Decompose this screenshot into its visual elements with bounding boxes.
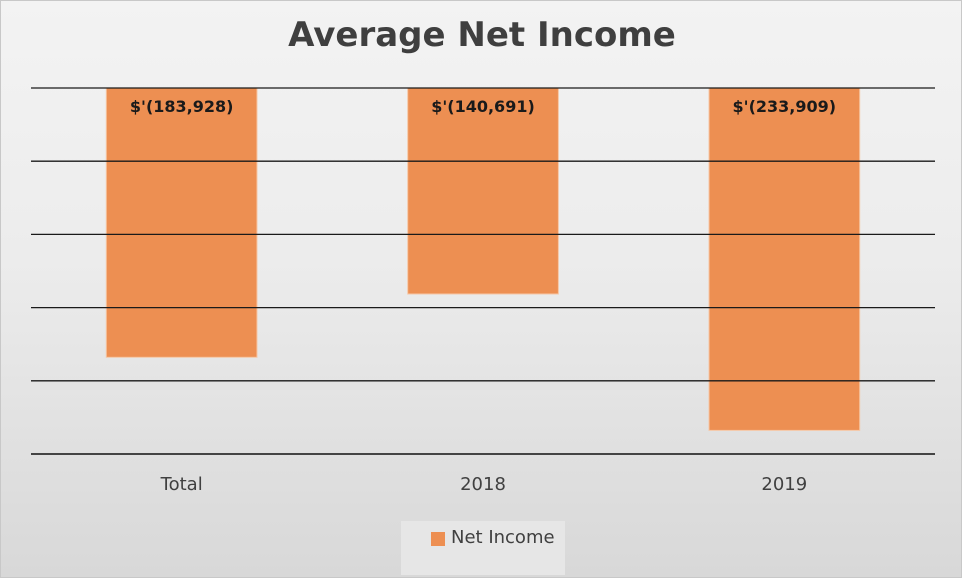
legend-label-net-income: Net Income	[451, 527, 555, 548]
x-tick-label-2018: 2018	[460, 474, 506, 495]
bar-2019	[708, 87, 861, 431]
legend: Net Income	[401, 521, 565, 575]
x-tick-label-total: Total	[160, 474, 203, 495]
bar-total	[105, 87, 258, 358]
legend-swatch-net-income	[431, 532, 445, 546]
data-label-total: $'(183,928)	[130, 97, 234, 116]
bar-2018	[407, 87, 559, 295]
data-label-2019: $'(233,909)	[733, 97, 837, 116]
chart-title: Average Net Income	[288, 15, 676, 55]
data-label-2018: $'(140,691)	[431, 97, 535, 116]
x-tick-label-2019: 2019	[761, 474, 807, 495]
